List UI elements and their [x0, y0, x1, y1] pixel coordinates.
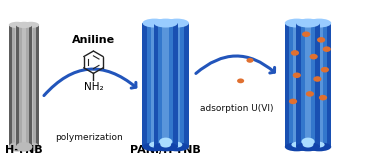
Ellipse shape [143, 142, 166, 151]
Text: polymerization: polymerization [55, 133, 123, 142]
Polygon shape [22, 25, 25, 147]
Bar [154, 23, 178, 147]
Ellipse shape [159, 138, 172, 146]
Bar [165, 23, 189, 147]
Ellipse shape [16, 142, 33, 152]
Polygon shape [36, 25, 39, 147]
Ellipse shape [296, 142, 320, 151]
Ellipse shape [160, 142, 171, 148]
Text: adsorption U(VI): adsorption U(VI) [200, 104, 274, 113]
Ellipse shape [314, 142, 325, 148]
Ellipse shape [165, 142, 189, 151]
Bar [296, 23, 320, 147]
Ellipse shape [23, 142, 39, 152]
Polygon shape [9, 25, 12, 147]
Polygon shape [23, 25, 26, 147]
Polygon shape [15, 25, 19, 147]
Ellipse shape [285, 19, 309, 27]
Ellipse shape [154, 142, 178, 151]
Ellipse shape [307, 142, 331, 151]
Ellipse shape [321, 67, 329, 73]
Polygon shape [285, 23, 289, 147]
Ellipse shape [16, 22, 33, 28]
Ellipse shape [165, 19, 189, 27]
Ellipse shape [143, 19, 166, 27]
Polygon shape [154, 23, 158, 147]
Text: H-TNB: H-TNB [5, 146, 43, 155]
Ellipse shape [319, 95, 327, 100]
Bar [16, 25, 33, 147]
Ellipse shape [293, 73, 301, 78]
Polygon shape [16, 25, 19, 147]
FancyArrowPatch shape [196, 56, 274, 73]
Text: PANI/H-TNB: PANI/H-TNB [130, 146, 201, 155]
Polygon shape [184, 23, 189, 147]
Ellipse shape [285, 142, 309, 151]
Ellipse shape [307, 19, 331, 27]
Ellipse shape [9, 22, 25, 28]
Polygon shape [307, 23, 312, 147]
Polygon shape [29, 25, 33, 147]
Polygon shape [296, 23, 301, 147]
Ellipse shape [291, 142, 302, 148]
Bar [23, 25, 39, 147]
Ellipse shape [9, 142, 25, 152]
Ellipse shape [302, 31, 310, 37]
Ellipse shape [313, 76, 322, 82]
Polygon shape [173, 23, 178, 147]
Ellipse shape [317, 37, 325, 43]
Polygon shape [22, 25, 26, 147]
Polygon shape [327, 23, 331, 147]
Bar [143, 23, 166, 147]
Ellipse shape [149, 142, 160, 148]
Ellipse shape [246, 58, 254, 63]
Ellipse shape [23, 144, 39, 150]
Polygon shape [162, 23, 166, 147]
Polygon shape [174, 23, 180, 147]
Ellipse shape [303, 142, 313, 148]
Bar [307, 23, 331, 147]
Ellipse shape [306, 91, 314, 97]
Ellipse shape [154, 19, 178, 27]
Ellipse shape [172, 142, 182, 148]
Polygon shape [151, 23, 158, 147]
Bar [285, 23, 309, 147]
Ellipse shape [291, 50, 299, 56]
FancyArrowPatch shape [44, 69, 136, 96]
Polygon shape [165, 23, 169, 147]
Polygon shape [293, 23, 300, 147]
Text: Aniline: Aniline [72, 35, 115, 45]
Ellipse shape [301, 138, 314, 146]
Polygon shape [143, 23, 147, 147]
Polygon shape [316, 23, 322, 147]
Ellipse shape [310, 54, 318, 59]
Ellipse shape [289, 99, 297, 104]
Text: NH₂: NH₂ [84, 82, 103, 92]
Ellipse shape [16, 144, 33, 150]
Ellipse shape [9, 144, 25, 150]
Ellipse shape [237, 78, 244, 83]
Polygon shape [29, 25, 33, 147]
Bar [9, 25, 25, 147]
Polygon shape [163, 23, 169, 147]
Ellipse shape [296, 19, 320, 27]
Polygon shape [305, 23, 311, 147]
Ellipse shape [323, 46, 331, 52]
Ellipse shape [23, 22, 39, 28]
Polygon shape [304, 23, 309, 147]
Polygon shape [316, 23, 320, 147]
